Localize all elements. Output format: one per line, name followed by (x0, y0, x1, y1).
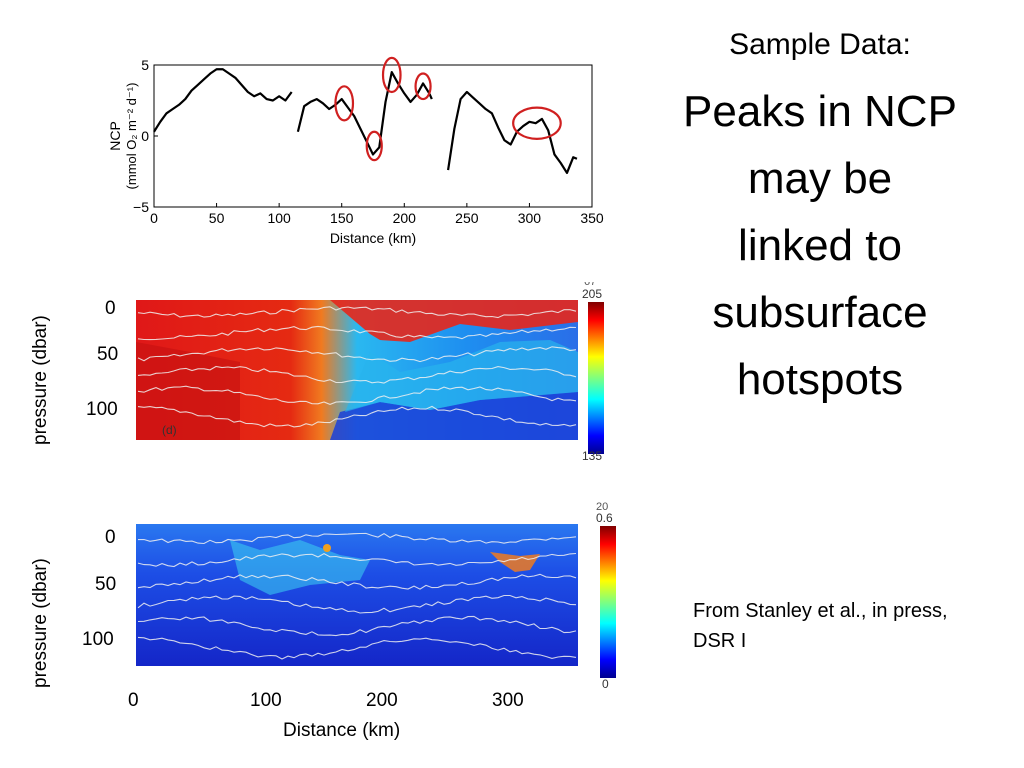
heatmap-section-1: (d) 67 205 135 (136, 282, 604, 460)
citation-line: DSR I (693, 630, 747, 652)
x-tick-label: 350 (580, 210, 604, 226)
x-tick: 300 (492, 690, 524, 711)
peak-highlight-circle (512, 106, 562, 140)
colorbar (588, 302, 604, 454)
colorbar-top-partial: 67 (584, 282, 596, 288)
y-axis-label-heatmap-1: pressure (dbar) (30, 315, 51, 445)
colorbar (600, 526, 616, 678)
x-tick-label: 100 (267, 210, 291, 226)
contour-line (137, 325, 577, 341)
colorbar-min: 135 (582, 449, 602, 460)
citation: From Stanley et al., in press, DSR I (693, 596, 1013, 656)
heatmap-section-2: 20 0.6 0 (136, 501, 616, 690)
surface-red-layer (136, 300, 578, 342)
y-tick: 50 (97, 344, 119, 365)
ncp-series-line (296, 71, 433, 156)
ncp-series-line (153, 68, 293, 133)
contour-line (137, 385, 577, 405)
dark-red-patch (136, 342, 240, 440)
y-axis-label-line2: (mmol O₂ m⁻² d⁻¹) (124, 83, 139, 190)
peak-highlight-circle (334, 85, 355, 122)
title-line: Peaks in NCP (683, 87, 957, 136)
contour-line (137, 532, 577, 545)
hotspot-dot (323, 544, 331, 552)
contour-line (137, 346, 577, 363)
contour-line (137, 615, 577, 637)
y-tick: 0 (105, 298, 116, 319)
colorbar-top-partial: 20 (596, 501, 608, 513)
plot-frame (153, 64, 593, 208)
y-tick: 100 (86, 399, 118, 420)
x-tick-label: 150 (330, 210, 354, 226)
title-line: linked to (738, 221, 902, 270)
x-axis-label: Distance (km) (330, 230, 416, 246)
y-tick-label: 5 (141, 57, 149, 73)
y-axis-label-line1: NCP (107, 121, 123, 151)
y-axis-label-heatmap-2: pressure (dbar) (30, 558, 51, 688)
y-tick: 0 (105, 527, 116, 548)
panel-label: (d) (162, 423, 177, 437)
contour-line (137, 405, 577, 428)
x-tick: 0 (128, 690, 139, 711)
cyan-patch (230, 540, 370, 595)
x-tick: 200 (366, 690, 398, 711)
title-big: Peaks in NCP may be linked to subsurface… (650, 78, 990, 413)
ncp-series-line (446, 90, 578, 175)
heatmap-field (136, 524, 578, 666)
title-line: subsurface (712, 288, 928, 337)
citation-line: From Stanley et al., in press, (693, 600, 948, 622)
colorbar-max: 205 (582, 287, 602, 301)
peak-highlight-circle (365, 130, 383, 162)
contour-line (137, 573, 577, 590)
deep-blue-layer (330, 392, 578, 440)
x-tick: 100 (250, 690, 282, 711)
y-tick-label: 0 (141, 128, 149, 144)
contour-line (137, 552, 577, 568)
hotspot-patch (490, 552, 540, 572)
contour-line (137, 636, 577, 660)
x-axis-label: Distance (km) (283, 720, 401, 741)
colorbar-max: 0.6 (596, 511, 613, 525)
x-tick-label: 50 (209, 210, 225, 226)
x-tick-label: 300 (518, 210, 542, 226)
mid-cyan-layer (345, 340, 578, 412)
contour-line (137, 594, 577, 614)
peak-highlight-circle (381, 56, 402, 94)
x-tick-label: 250 (455, 210, 479, 226)
peak-highlight-circle (414, 72, 432, 101)
contour-line (137, 306, 577, 319)
title-line: hotspots (736, 355, 904, 404)
x-tick-label: 0 (150, 210, 158, 226)
contour-line (137, 365, 577, 384)
title-line: may be (747, 154, 893, 203)
x-tick-label: 200 (393, 210, 417, 226)
y-tick: 100 (82, 629, 114, 650)
colorbar-min: 0 (602, 677, 609, 690)
y-tick: 50 (95, 574, 117, 595)
y-tick-label: −5 (133, 199, 149, 215)
title-small: Sample Data: (729, 28, 911, 61)
